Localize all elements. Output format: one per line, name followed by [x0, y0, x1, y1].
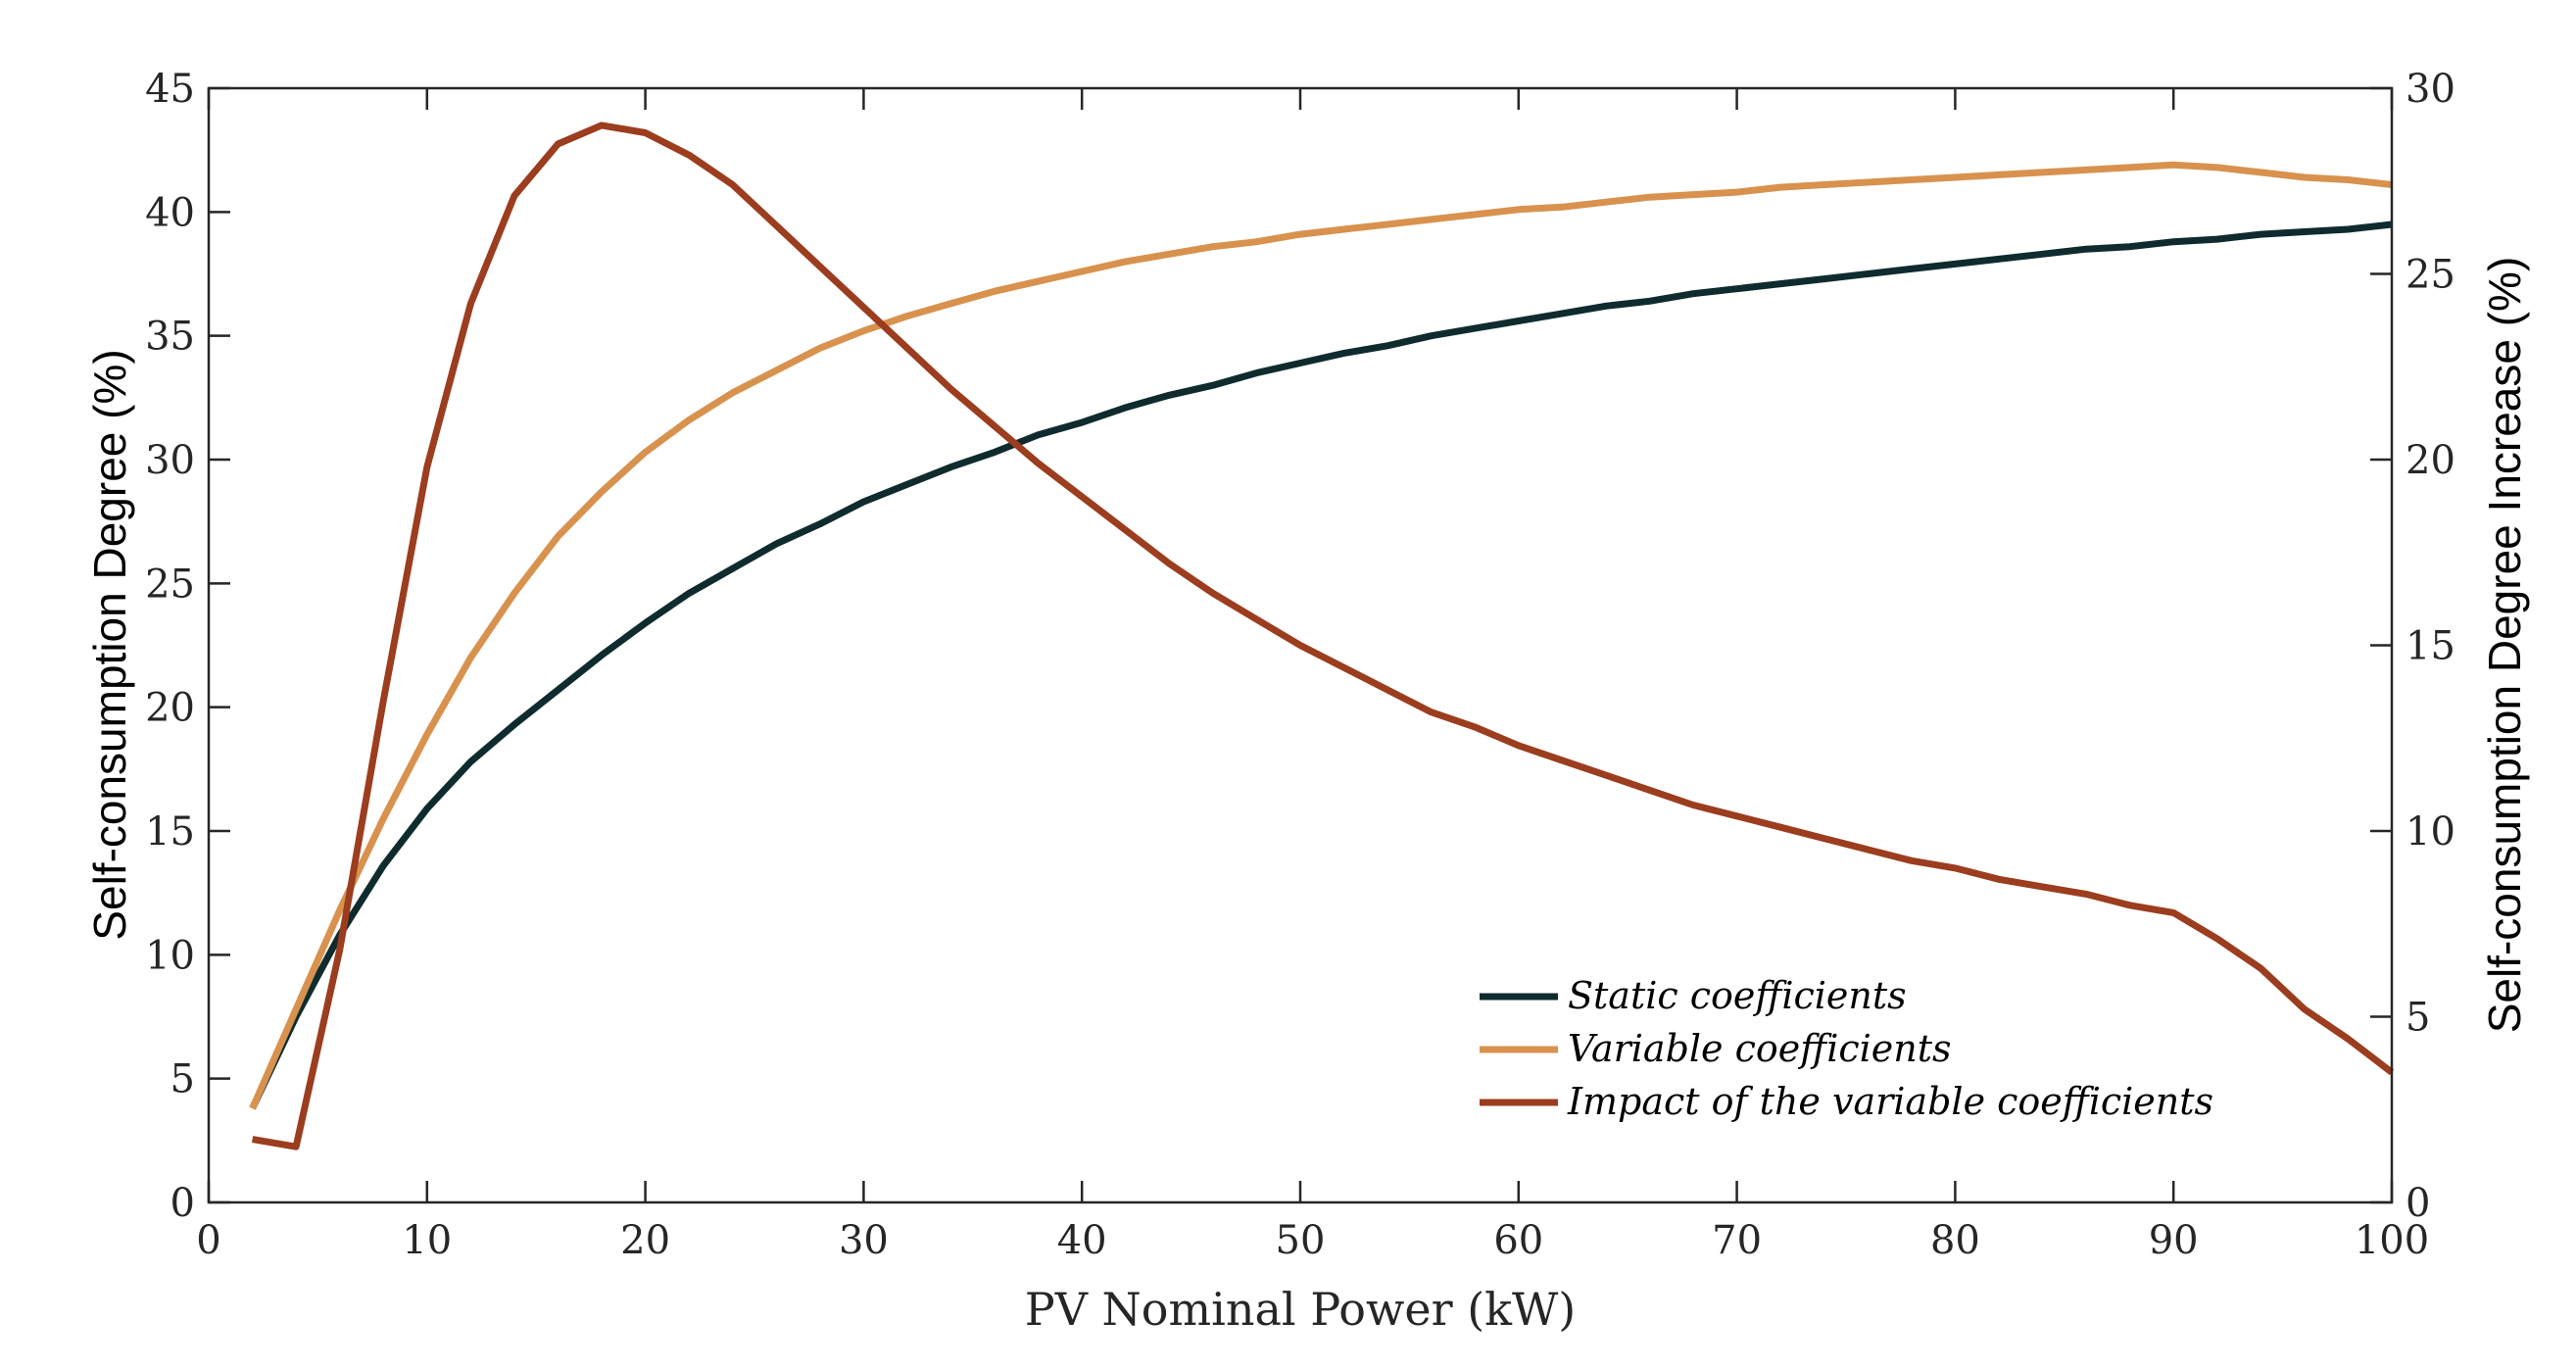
y-left-tick-label: 25 [145, 562, 195, 607]
y-left-tick-label: 35 [145, 315, 195, 360]
y-left-tick-label: 40 [145, 190, 195, 235]
y-right-tick-label: 25 [2406, 253, 2455, 298]
x-axis-title: PV Nominal Power (kW) [1025, 1283, 1577, 1336]
y-left-tick-label: 20 [145, 686, 195, 731]
series-layer [249, 122, 2395, 1150]
y-right-tick-label: 10 [2406, 809, 2455, 855]
y-left-tick-label: 0 [170, 1181, 195, 1226]
series-line-impact-variable-coefficients [252, 122, 2395, 1150]
y-left-tick-label: 5 [170, 1057, 195, 1102]
y-axis-left: 0 5 10 15 20 25 30 35 40 45 [145, 67, 230, 1226]
x-tick-label: 70 [1712, 1218, 1762, 1263]
x-tick-label: 0 [196, 1218, 220, 1263]
y-left-tick-label: 15 [145, 809, 195, 855]
legend-label-variable: Variable coefficients [1568, 1027, 1952, 1070]
y-axis-left-title: Self-consumption Degree (%) [84, 349, 135, 940]
x-tick-label: 60 [1493, 1218, 1543, 1263]
y-right-tick-label: 30 [2406, 67, 2455, 112]
legend-label-impact: Impact of the variable coefficients [1567, 1080, 2213, 1123]
y-right-tick-label: 0 [2406, 1181, 2430, 1226]
y-right-tick-label: 15 [2406, 624, 2455, 669]
x-tick-label: 30 [839, 1218, 889, 1263]
x-axis: 0 10 20 30 40 50 60 70 80 90 100 [196, 88, 2429, 1263]
legend-label-static: Static coefficients [1568, 974, 1907, 1017]
y-left-tick-label: 30 [145, 438, 195, 483]
x-tick-label: 50 [1276, 1218, 1326, 1263]
y-axis-right-title: Self-consumption Degree Increase (%) [2479, 257, 2530, 1034]
x-tick-label: 10 [402, 1218, 452, 1263]
y-right-tick-label: 20 [2406, 438, 2455, 483]
y-left-tick-label: 45 [145, 67, 195, 112]
series-line-static-coefficients [249, 220, 2393, 1110]
x-tick-label: 100 [2355, 1218, 2429, 1263]
x-tick-label: 90 [2149, 1218, 2199, 1263]
y-axis-right: 0 5 10 15 20 25 30 [2370, 67, 2455, 1226]
legend: Static coefficients Variable coefficient… [1480, 974, 2213, 1123]
x-tick-label: 80 [1930, 1218, 1980, 1263]
y-right-tick-label: 5 [2406, 996, 2430, 1041]
series-line-variable-coefficients [249, 161, 2393, 1110]
y-left-tick-label: 10 [145, 933, 195, 978]
x-tick-label: 20 [620, 1218, 670, 1263]
x-tick-label: 40 [1057, 1218, 1107, 1263]
